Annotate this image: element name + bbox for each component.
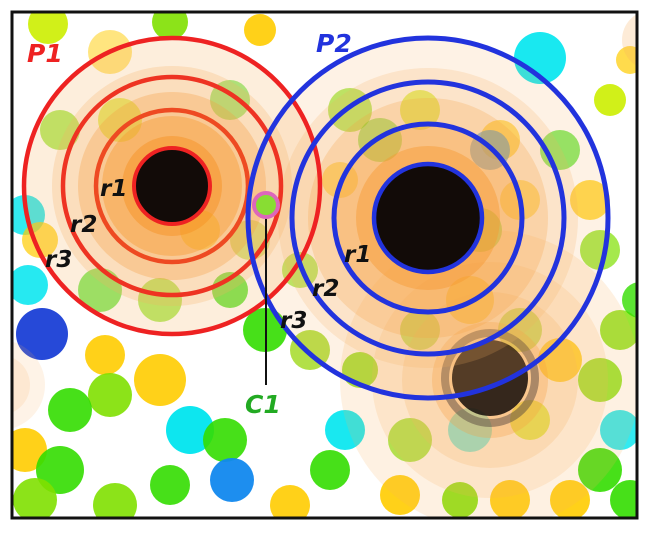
background-particle <box>244 14 276 46</box>
background-particle <box>380 475 420 515</box>
background-particle <box>166 406 214 454</box>
p2-rings <box>245 35 611 401</box>
p1-core <box>132 146 212 226</box>
p2-r1-label: r1 <box>344 242 371 268</box>
background-particle <box>270 485 310 518</box>
background-particle <box>580 230 620 270</box>
background-particle <box>48 388 92 432</box>
p1-r1-label: r1 <box>100 176 127 202</box>
background-particle <box>610 480 637 518</box>
top-right-halo <box>622 14 637 66</box>
p1-ring-r2 <box>60 74 284 298</box>
background-particle <box>203 418 247 462</box>
background-particle <box>578 448 622 492</box>
background-particle <box>210 458 254 502</box>
background-particle <box>16 308 68 360</box>
background-particle <box>98 98 142 142</box>
background-particle <box>85 335 125 375</box>
background-particle <box>550 480 590 518</box>
background-particle <box>310 450 350 490</box>
background-particle <box>138 278 182 322</box>
background-particle <box>388 418 432 462</box>
p1-ring-r3 <box>21 35 323 337</box>
background-particle <box>12 265 48 305</box>
background-particle <box>490 480 530 518</box>
background-particle <box>600 310 637 350</box>
background-particle <box>93 483 137 518</box>
background-particle <box>36 446 84 494</box>
p2-r2-label: r2 <box>312 276 339 302</box>
background-particle <box>570 180 610 220</box>
background-particle <box>400 310 440 350</box>
background-particle <box>442 482 478 518</box>
background-particle <box>325 410 365 450</box>
left-edge-halo <box>12 341 45 429</box>
secondary-halo <box>340 230 637 518</box>
c1-marker <box>252 191 280 385</box>
background-particle <box>594 84 626 116</box>
background-particle <box>514 32 566 84</box>
background-particle <box>622 282 637 318</box>
c1-label: C1 <box>245 390 281 419</box>
p2-ring-r2 <box>289 79 567 357</box>
background-particle <box>600 410 637 450</box>
c1-particle <box>252 191 280 219</box>
background-particle <box>152 12 188 40</box>
secondary-core <box>452 340 528 416</box>
background-particle <box>578 358 622 402</box>
background-particle <box>88 373 132 417</box>
p1-rings <box>21 35 323 337</box>
p1-r3-label: r3 <box>45 247 72 273</box>
diagram-frame <box>10 10 639 520</box>
p2-ring-r1 <box>331 121 525 315</box>
background-particle <box>134 354 186 406</box>
p2-r3-label: r3 <box>280 308 307 334</box>
p2-core <box>371 161 485 275</box>
background-particle <box>28 12 68 44</box>
background-particle <box>13 478 57 518</box>
p2-label: P2 <box>316 29 352 58</box>
background-particle <box>150 465 190 505</box>
background-particle <box>616 46 637 74</box>
background-particle <box>40 110 80 150</box>
p2-ring-r3 <box>245 35 611 401</box>
background-particle <box>400 90 440 130</box>
p1-ring-r1 <box>93 107 251 265</box>
p1-r2-label: r2 <box>70 212 97 238</box>
p1-label: P1 <box>27 39 63 68</box>
